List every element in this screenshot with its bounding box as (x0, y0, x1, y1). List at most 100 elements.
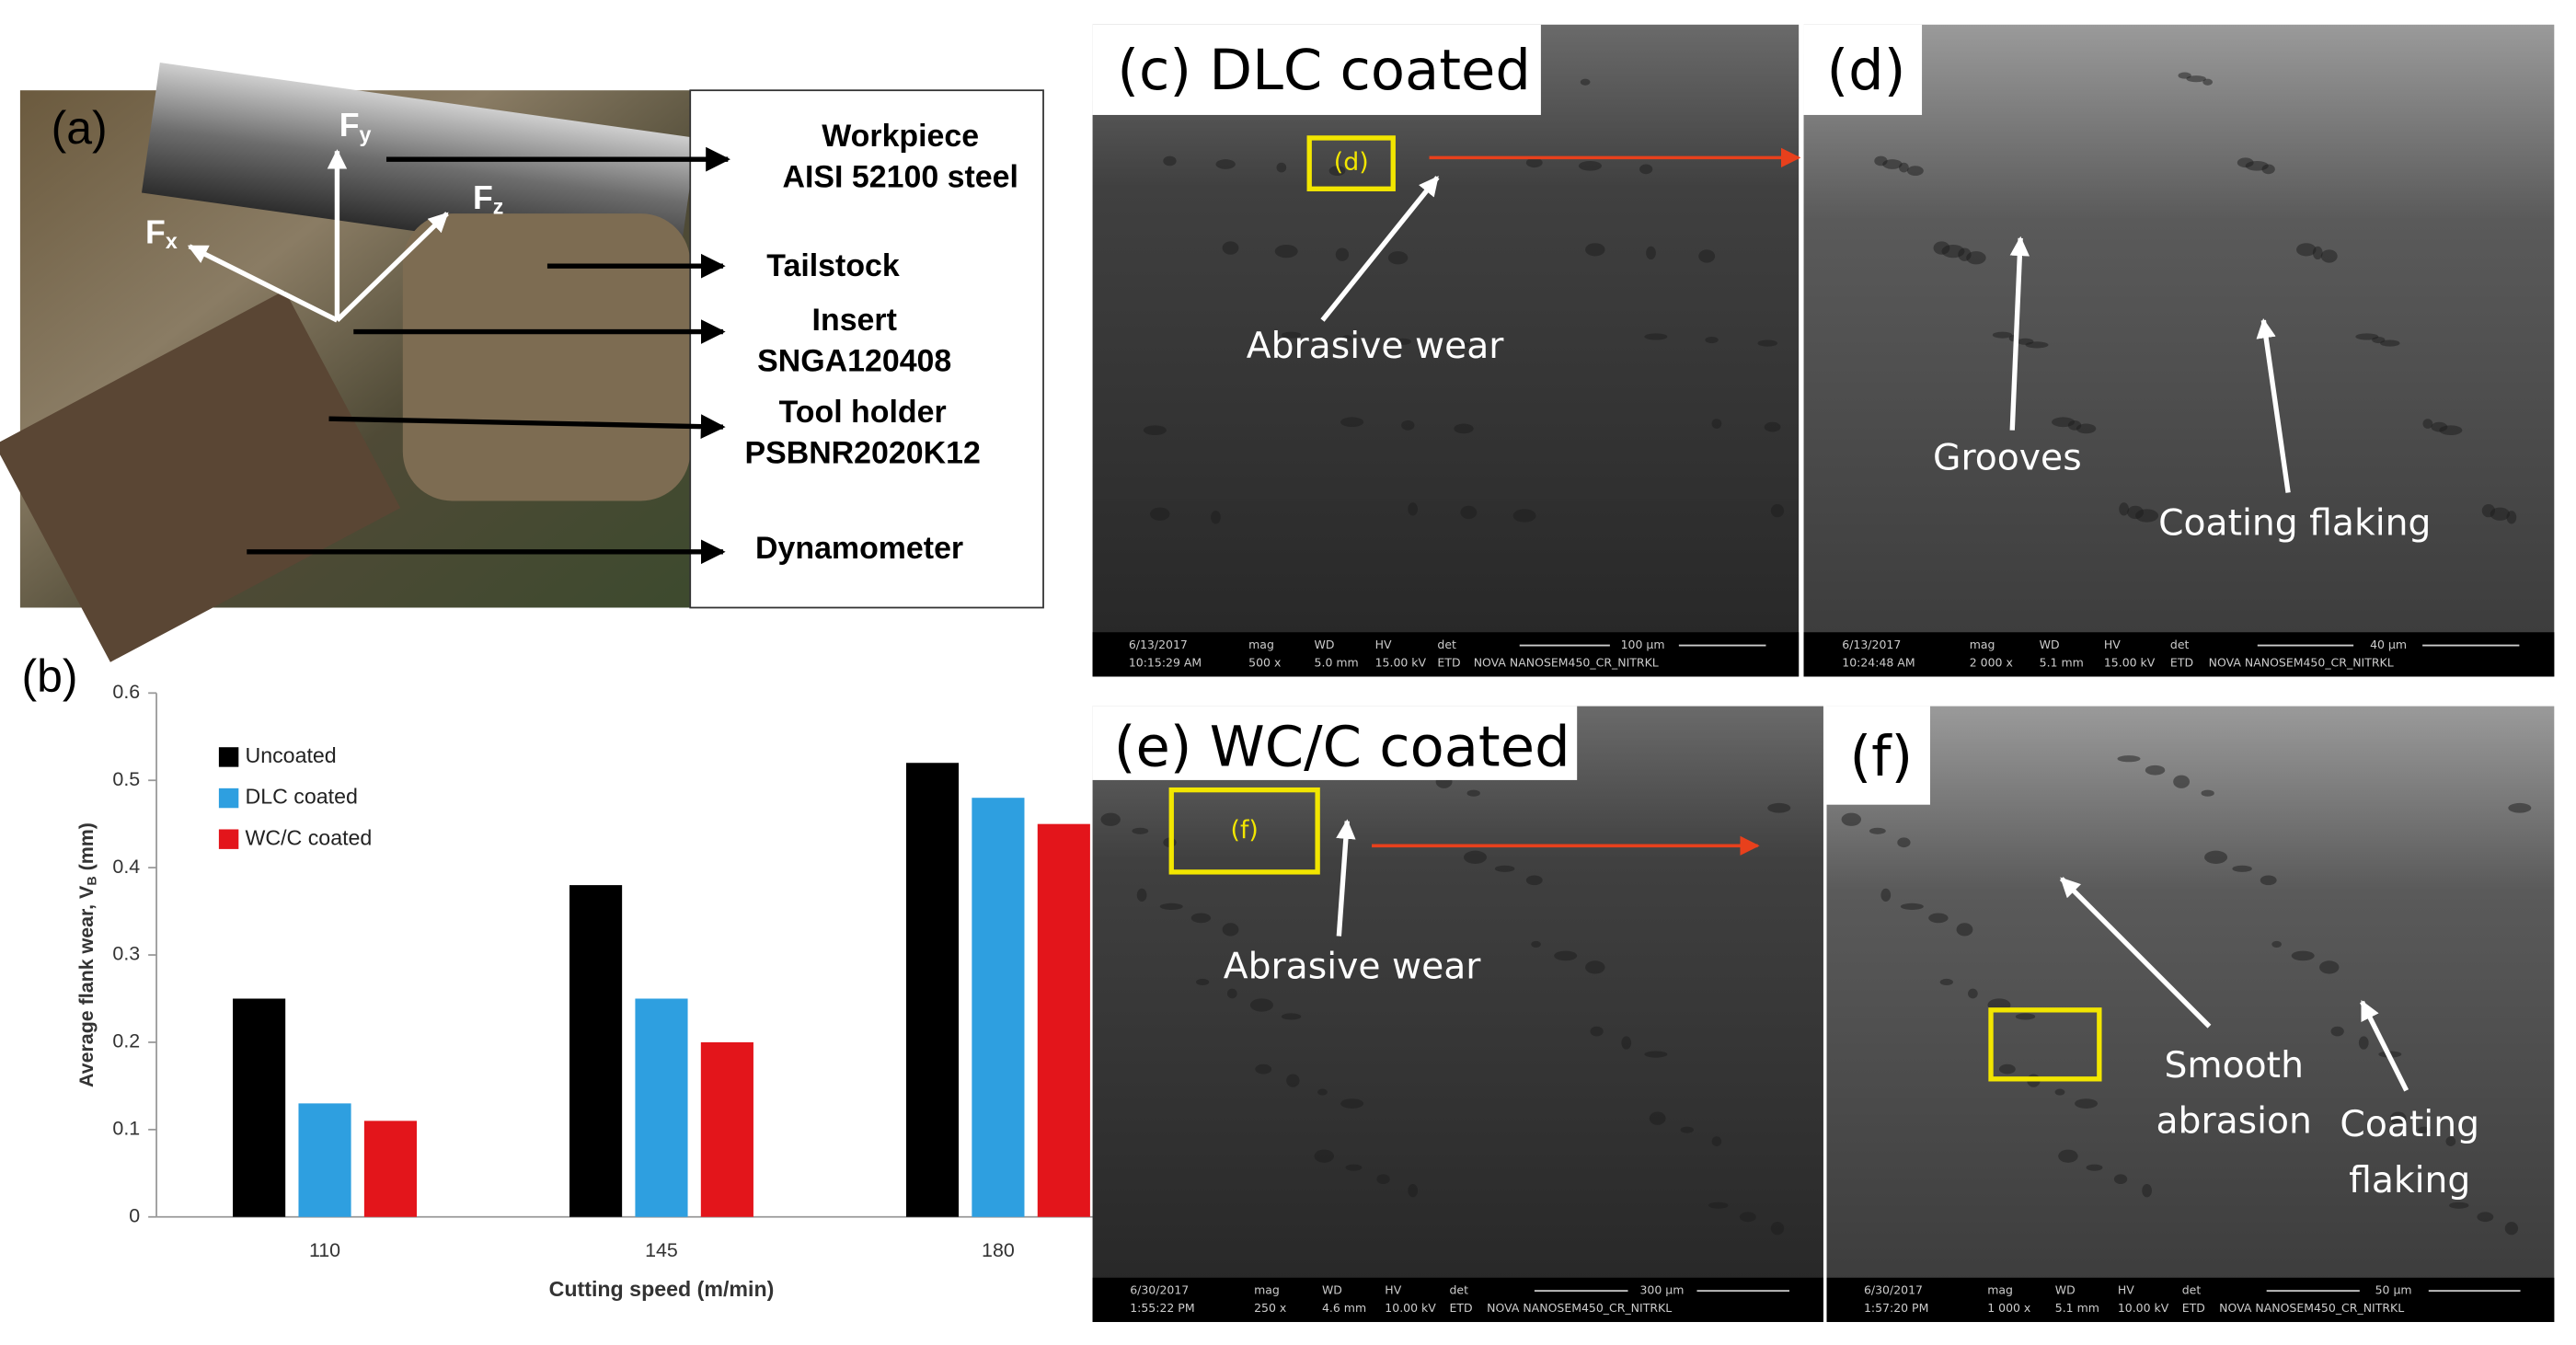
surface-texture (2445, 1136, 2456, 1147)
surface-texture (1163, 155, 1177, 167)
surface-texture (2075, 1098, 2099, 1109)
annotation: Coating (2340, 1104, 2479, 1145)
y-tick-label: 0.3 (112, 943, 140, 965)
info-hv: 10.00 kV (2118, 1301, 2169, 1315)
surface-texture (1882, 159, 1903, 169)
bar (700, 1041, 753, 1217)
surface-texture (2504, 1222, 2519, 1236)
info-header: mag (1970, 638, 1995, 651)
surface-texture (2439, 425, 2463, 436)
info-header: mag (1248, 638, 1274, 651)
bar (972, 798, 1025, 1217)
scale-label-bg (1627, 1282, 1697, 1300)
callout-text: Workpiece (822, 119, 979, 154)
surface-texture (1328, 166, 1346, 177)
surface-texture (1408, 1184, 1419, 1198)
info-bar (1092, 632, 1800, 677)
inset-label: (f) (1231, 816, 1259, 845)
info-det: ETD (2170, 656, 2193, 670)
highlight-box (1988, 1007, 2102, 1082)
sem-image (1803, 24, 2555, 677)
surface-texture (2389, 1111, 2407, 1125)
surface-texture (1639, 164, 1653, 175)
surface-texture (1770, 1222, 1785, 1236)
y-tick-label: 0 (129, 1204, 140, 1226)
info-bar (1092, 1277, 1823, 1323)
surface-texture (1525, 157, 1543, 168)
surface-texture (2117, 755, 2141, 763)
panel-label: (c) DLC coated (1117, 39, 1531, 103)
surface-texture (1150, 507, 1170, 521)
info-time: 1:57:20 PM (1864, 1301, 1928, 1315)
surface-texture (1841, 812, 1862, 826)
info-hv: 10.00 kV (1385, 1301, 1436, 1315)
inset-label: (d) (1334, 148, 1369, 177)
surface-texture (1464, 850, 1487, 864)
info-header: HV (1375, 638, 1392, 651)
sem-panel: (d) Grooves Coating flaking mag WD HV det 6/13/… (1803, 24, 2555, 677)
surface-texture (1711, 1136, 1722, 1147)
info-time: 10:24:48 AM (1842, 656, 1915, 670)
bar (363, 1121, 418, 1217)
surface-texture (1401, 420, 1415, 431)
info-date: 6/30/2017 (1130, 1283, 1189, 1297)
panel-label: (e) WC/C coated (1114, 715, 1570, 779)
info-mag: 2 000 x (1970, 656, 2013, 670)
surface-texture (2422, 419, 2433, 429)
annotation-arrow (2009, 236, 2030, 431)
label-box (1803, 24, 1923, 115)
surface-texture (2232, 865, 2252, 872)
info-header: det (2182, 1283, 2202, 1297)
surface-texture (1739, 1212, 1756, 1223)
surface-texture (1281, 1013, 1302, 1020)
surface-texture (1341, 335, 1352, 342)
info-date: 6/13/2017 (1842, 638, 1901, 651)
annotation-arrow (1336, 819, 1356, 937)
surface-texture (1525, 875, 1543, 886)
y-tick-label: 0.5 (112, 768, 140, 790)
annotation-arrow (1320, 176, 1440, 322)
panel-label: (f) (1850, 725, 1914, 789)
surface-texture (1897, 837, 1911, 848)
y-axis-label-main: Average flank wear, V (75, 885, 98, 1087)
legend-swatch (218, 787, 239, 809)
tailstock-image (402, 213, 691, 501)
surface-texture (1939, 978, 1953, 986)
sem-panel: (c) DLC coated (d) Abrasive wear mag WD HV det… (1092, 24, 1801, 677)
surface-texture (1387, 251, 1409, 265)
info-wd: 5.0 mm (1315, 656, 1359, 670)
surface-texture (1590, 1026, 1604, 1037)
bar (905, 763, 960, 1217)
callout-text: Tool holder (779, 395, 947, 430)
surface-texture (1190, 913, 1212, 924)
annotation: flaking (2349, 1160, 2470, 1201)
info-det: ETD (2182, 1301, 2205, 1315)
surface-texture (2506, 511, 2517, 524)
info-wd: 5.1 mm (2040, 656, 2084, 670)
surface-texture (2202, 78, 2214, 86)
surface-texture (1314, 1149, 1334, 1163)
info-header: mag (1254, 1283, 1280, 1297)
annotation-arrow (2059, 877, 2212, 1029)
y-tick-label: 0.2 (112, 1030, 140, 1052)
surface-texture (1286, 1074, 1300, 1087)
info-hv: 15.00 kV (1375, 656, 1427, 670)
info-bar (1803, 632, 2555, 677)
surface-texture (1770, 504, 1785, 518)
legend-swatch (218, 829, 239, 849)
info-mag: 1 000 x (1987, 1301, 2030, 1315)
info-scale: 50 μm (2375, 1283, 2412, 1297)
force-label: Fx (145, 214, 178, 254)
force-label: Fz (473, 179, 503, 219)
surface-texture (2015, 1013, 2036, 1020)
bar (298, 1103, 351, 1217)
surface-texture (1340, 417, 1364, 428)
scale-label-bg (2353, 637, 2423, 654)
panel-label: (d) (1827, 39, 1906, 103)
info-header: WD (2040, 638, 2060, 651)
surface-texture (1100, 812, 1121, 826)
annotation: Coating flaking (2158, 503, 2431, 545)
label-box (1826, 706, 1930, 805)
